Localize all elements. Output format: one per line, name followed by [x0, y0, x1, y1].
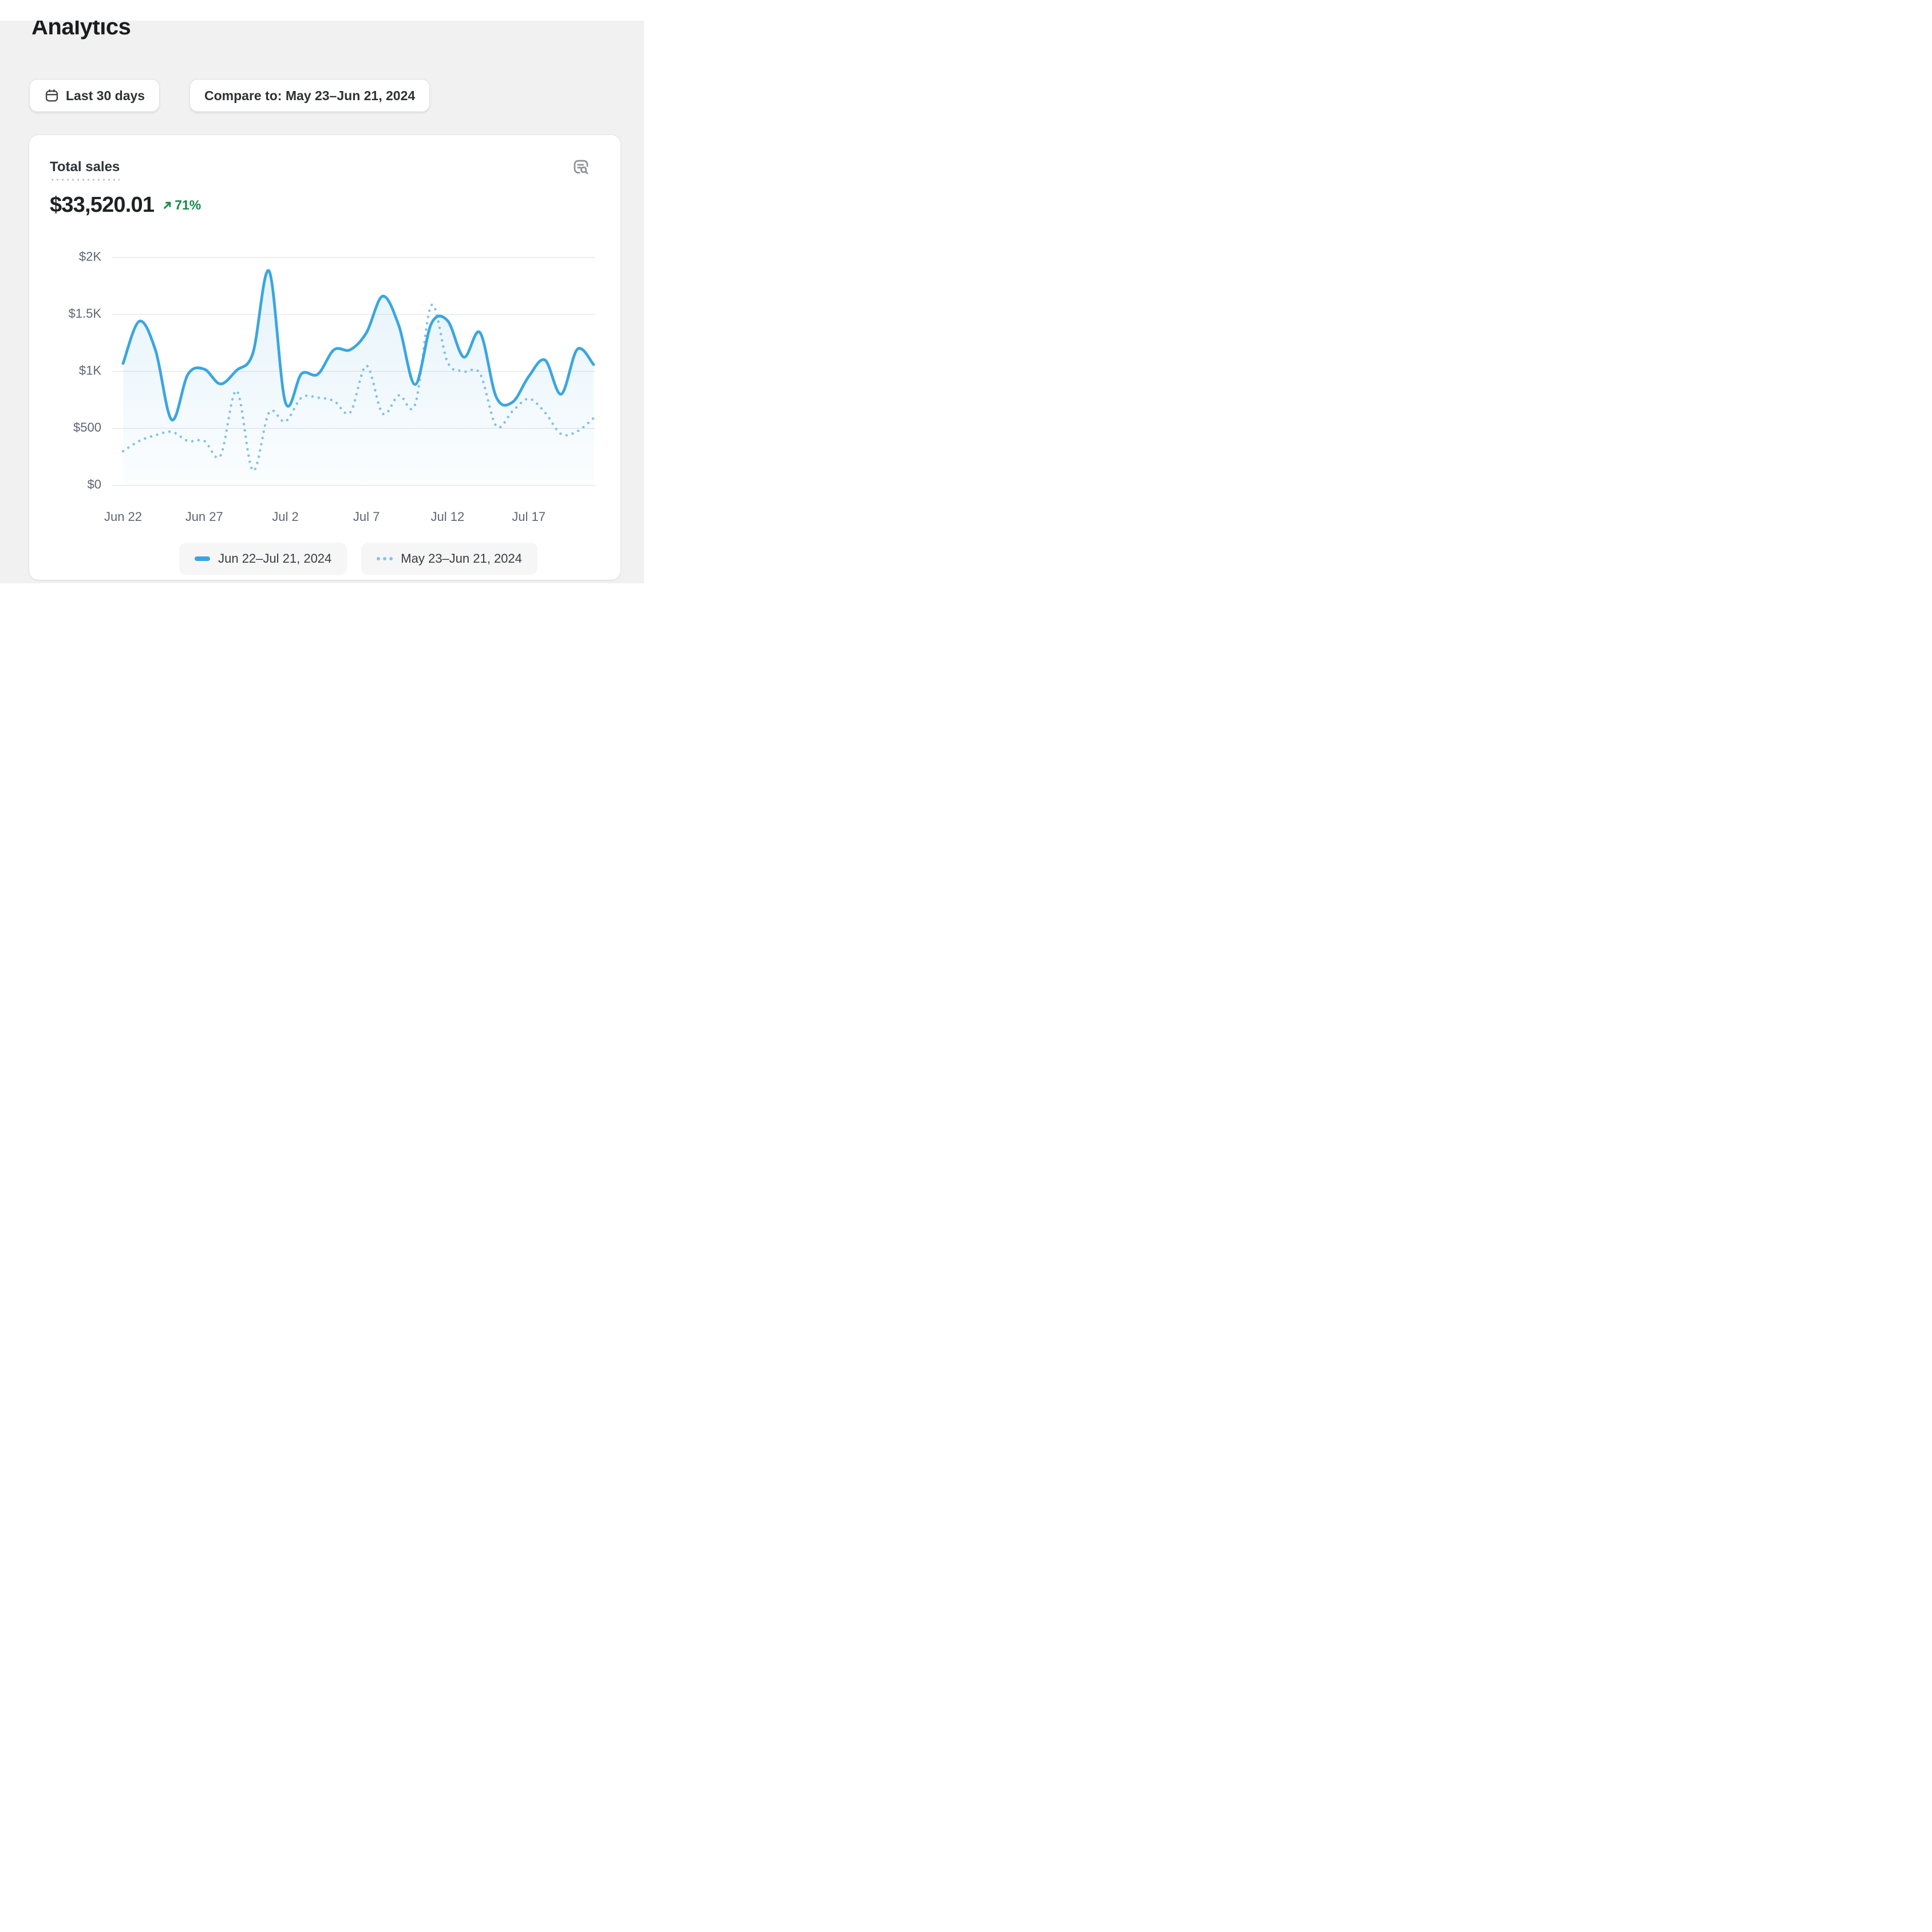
page-title: Analytics	[31, 21, 131, 39]
total-sales-chart[interactable]: $2K $1.5K $1K $500 $0 Jun 22 Jun 27 Jul 2 Jul 7 J…	[29, 221, 621, 542]
y-axis-tick-label: $1.5K	[69, 306, 102, 321]
x-axis-tick-label: Jun 22	[104, 509, 142, 524]
arrow-up-right-icon	[163, 200, 172, 210]
x-axis-tick-label: Jul 2	[272, 509, 298, 524]
dotted-line-swatch-icon	[377, 557, 393, 560]
view-report-magnifier-icon[interactable]	[571, 158, 591, 177]
x-axis-tick-label: Jul 12	[431, 509, 465, 524]
x-axis-tick-label: Jul 7	[353, 509, 380, 524]
legend-item-previous: May 23–Jun 21, 2024	[361, 543, 538, 575]
y-axis-tick-label: $0	[88, 477, 101, 492]
area-fill-current	[123, 270, 594, 485]
compare-to-button[interactable]: Compare to: May 23–Jun 21, 2024	[189, 79, 430, 112]
date-range-label: Last 30 days	[66, 88, 145, 103]
date-range-button[interactable]: Last 30 days	[29, 79, 160, 112]
card-title[interactable]: Total sales	[50, 159, 120, 181]
x-axis-tick-label: Jul 17	[512, 509, 546, 524]
y-axis-tick-label: $500	[73, 420, 101, 434]
legend-label-current: Jun 22–Jul 21, 2024	[218, 551, 332, 566]
calendar-icon	[44, 88, 60, 104]
x-axis-tick-label: Jun 27	[185, 509, 223, 524]
total-sales-card: Total sales $33,520.01	[29, 135, 621, 580]
chart-legend: Jun 22–Jul 21, 2024 May 23–Jun 21, 2024	[123, 543, 594, 575]
legend-label-previous: May 23–Jun 21, 2024	[401, 551, 522, 566]
legend-item-current: Jun 22–Jul 21, 2024	[179, 543, 347, 575]
total-sales-value: $33,520.01	[50, 193, 155, 217]
page-title-clip: Analytics	[31, 21, 329, 45]
analytics-page: Analytics Last 30 days Compare to: May 2…	[0, 0, 644, 644]
current-period-line	[121, 269, 595, 421]
solid-line-swatch-icon	[195, 556, 211, 561]
change-percent: 71%	[175, 197, 202, 212]
y-axis-tick-label: $1K	[79, 364, 101, 378]
change-badge: 71%	[163, 197, 201, 213]
y-axis-tick-label: $2K	[79, 250, 101, 264]
compare-to-label: Compare to: May 23–Jun 21, 2024	[204, 88, 416, 103]
